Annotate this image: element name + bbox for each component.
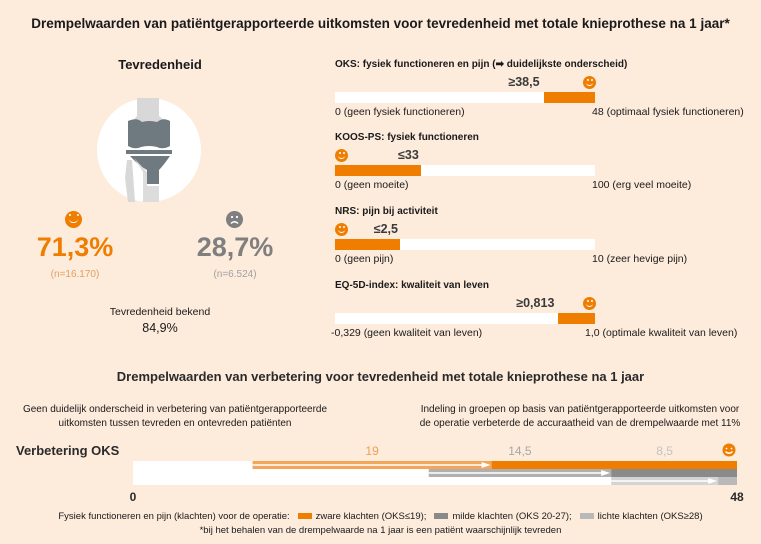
legend: Fysiek functioneren en pijn (klachten) v… <box>0 511 761 522</box>
threshold-track <box>335 92 595 103</box>
threshold-track <box>335 165 595 176</box>
threshold-item-name: NRS: pijn bij activiteit <box>335 206 438 217</box>
smiley-happy-icon <box>65 211 82 228</box>
threshold-fill <box>558 313 595 324</box>
improvement-left-line-1: Geen duidelijk onderscheid in verbeterin… <box>22 404 328 415</box>
improvement-value-label: 19 <box>365 444 379 458</box>
smiley-happy-icon <box>335 223 348 236</box>
threshold-item-name: OKS: fysiek functioneren en pijn (➡ duid… <box>335 59 628 70</box>
legend-item-severe: zware klachten (OKS≤19); <box>315 511 427 522</box>
improvement-right-line-2: de operatie verbeterde de accuraatheid v… <box>419 418 741 429</box>
threshold-fill <box>335 239 400 250</box>
x-tick-label: 48 <box>730 490 744 504</box>
legend-swatch-mild <box>434 512 449 519</box>
dissatisfied-percentage: 28,7% <box>196 232 274 262</box>
smiley-happy-icon <box>335 149 348 162</box>
smiley-happy-icon <box>583 76 596 89</box>
threshold-min-label: -0,329 (geen kwaliteit van leven) <box>331 327 483 339</box>
improvement-chart: 19 14,5 8,5 0 48 <box>130 443 744 504</box>
improvement-threshold-bar-0 <box>491 461 737 469</box>
smiley-happy-icon <box>722 443 736 457</box>
improvement-right-line-1: Indeling in groepen op basis van patiënt… <box>420 404 740 415</box>
legend-item-mild: milde klachten (OKS 20-27); <box>452 511 572 522</box>
improvement-left-line-2: uitkomsten tussen tevreden en ontevreden… <box>58 418 292 429</box>
legend-swatch-light <box>579 512 594 519</box>
improvement-title: Drempelwaarden van verbetering voor tevr… <box>116 369 645 384</box>
satisfaction-known-value: 84,9% <box>142 321 178 335</box>
knee-prosthesis-icon <box>97 98 201 202</box>
improvement-threshold-bar-1 <box>611 469 737 477</box>
legend-item-light: lichte klachten (OKS≥28) <box>597 511 703 522</box>
threshold-max-label: 100 (erg veel moeite) <box>592 179 692 191</box>
threshold-fill <box>335 165 421 176</box>
improvement-ylabel: Verbetering OKS <box>16 443 120 458</box>
threshold-value: ≥0,813 <box>516 296 555 310</box>
threshold-value: ≤33 <box>398 148 419 162</box>
satisfaction-known-label: Tevredenheid bekend <box>109 306 211 318</box>
threshold-min-label: 0 (geen fysiek functioneren) <box>335 106 465 118</box>
page-title: Drempelwaarden van patiëntgerapporteerde… <box>31 16 730 31</box>
threshold-track <box>335 313 595 324</box>
threshold-min-label: 0 (geen pijn) <box>335 253 394 265</box>
improvement-threshold-bar-2 <box>718 477 737 485</box>
dissatisfied-count: (n=6.524) <box>213 269 257 280</box>
satisfaction-heading: Tevredenheid <box>118 57 202 72</box>
legend-swatch-severe <box>297 512 312 519</box>
smiley-happy-icon <box>583 297 596 310</box>
satisfied-count: (n=16.170) <box>50 269 100 280</box>
threshold-max-label: 1,0 (optimale kwaliteit van leven) <box>585 327 738 339</box>
improvement-value-label: 8,5 <box>656 444 673 458</box>
threshold-track <box>335 239 595 250</box>
x-tick-label: 0 <box>130 490 137 504</box>
improvement-arrowhead <box>708 478 718 484</box>
threshold-fill <box>543 92 595 103</box>
threshold-item-name: KOOS-PS: fysiek functioneren <box>335 132 479 143</box>
improvement-right-text: Indeling in groepen op basis van patiënt… <box>405 403 755 431</box>
threshold-item-name: EQ-5D-index: kwaliteit van leven <box>335 280 489 291</box>
legend-prefix: Fysiek functioneren en pijn (klachten) v… <box>58 511 290 522</box>
threshold-value: ≤2,5 <box>373 222 398 236</box>
satisfied-percentage: 71,3% <box>36 232 114 262</box>
threshold-max-label: 10 (zeer hevige pijn) <box>592 253 688 265</box>
footnote: *bij het behalen van de drempelwaarde na… <box>199 525 562 536</box>
threshold-max-label: 48 (optimaal fysiek functioneren) <box>592 106 744 118</box>
improvement-arrowhead <box>601 470 611 476</box>
threshold-min-label: 0 (geen moeite) <box>335 179 409 191</box>
improvement-arrowhead <box>481 462 491 468</box>
smiley-sad-icon <box>226 211 243 228</box>
threshold-value: ≥38,5 <box>508 75 540 89</box>
improvement-value-label: 14,5 <box>508 444 532 458</box>
improvement-left-text: Geen duidelijk onderscheid in verbeterin… <box>10 403 340 431</box>
